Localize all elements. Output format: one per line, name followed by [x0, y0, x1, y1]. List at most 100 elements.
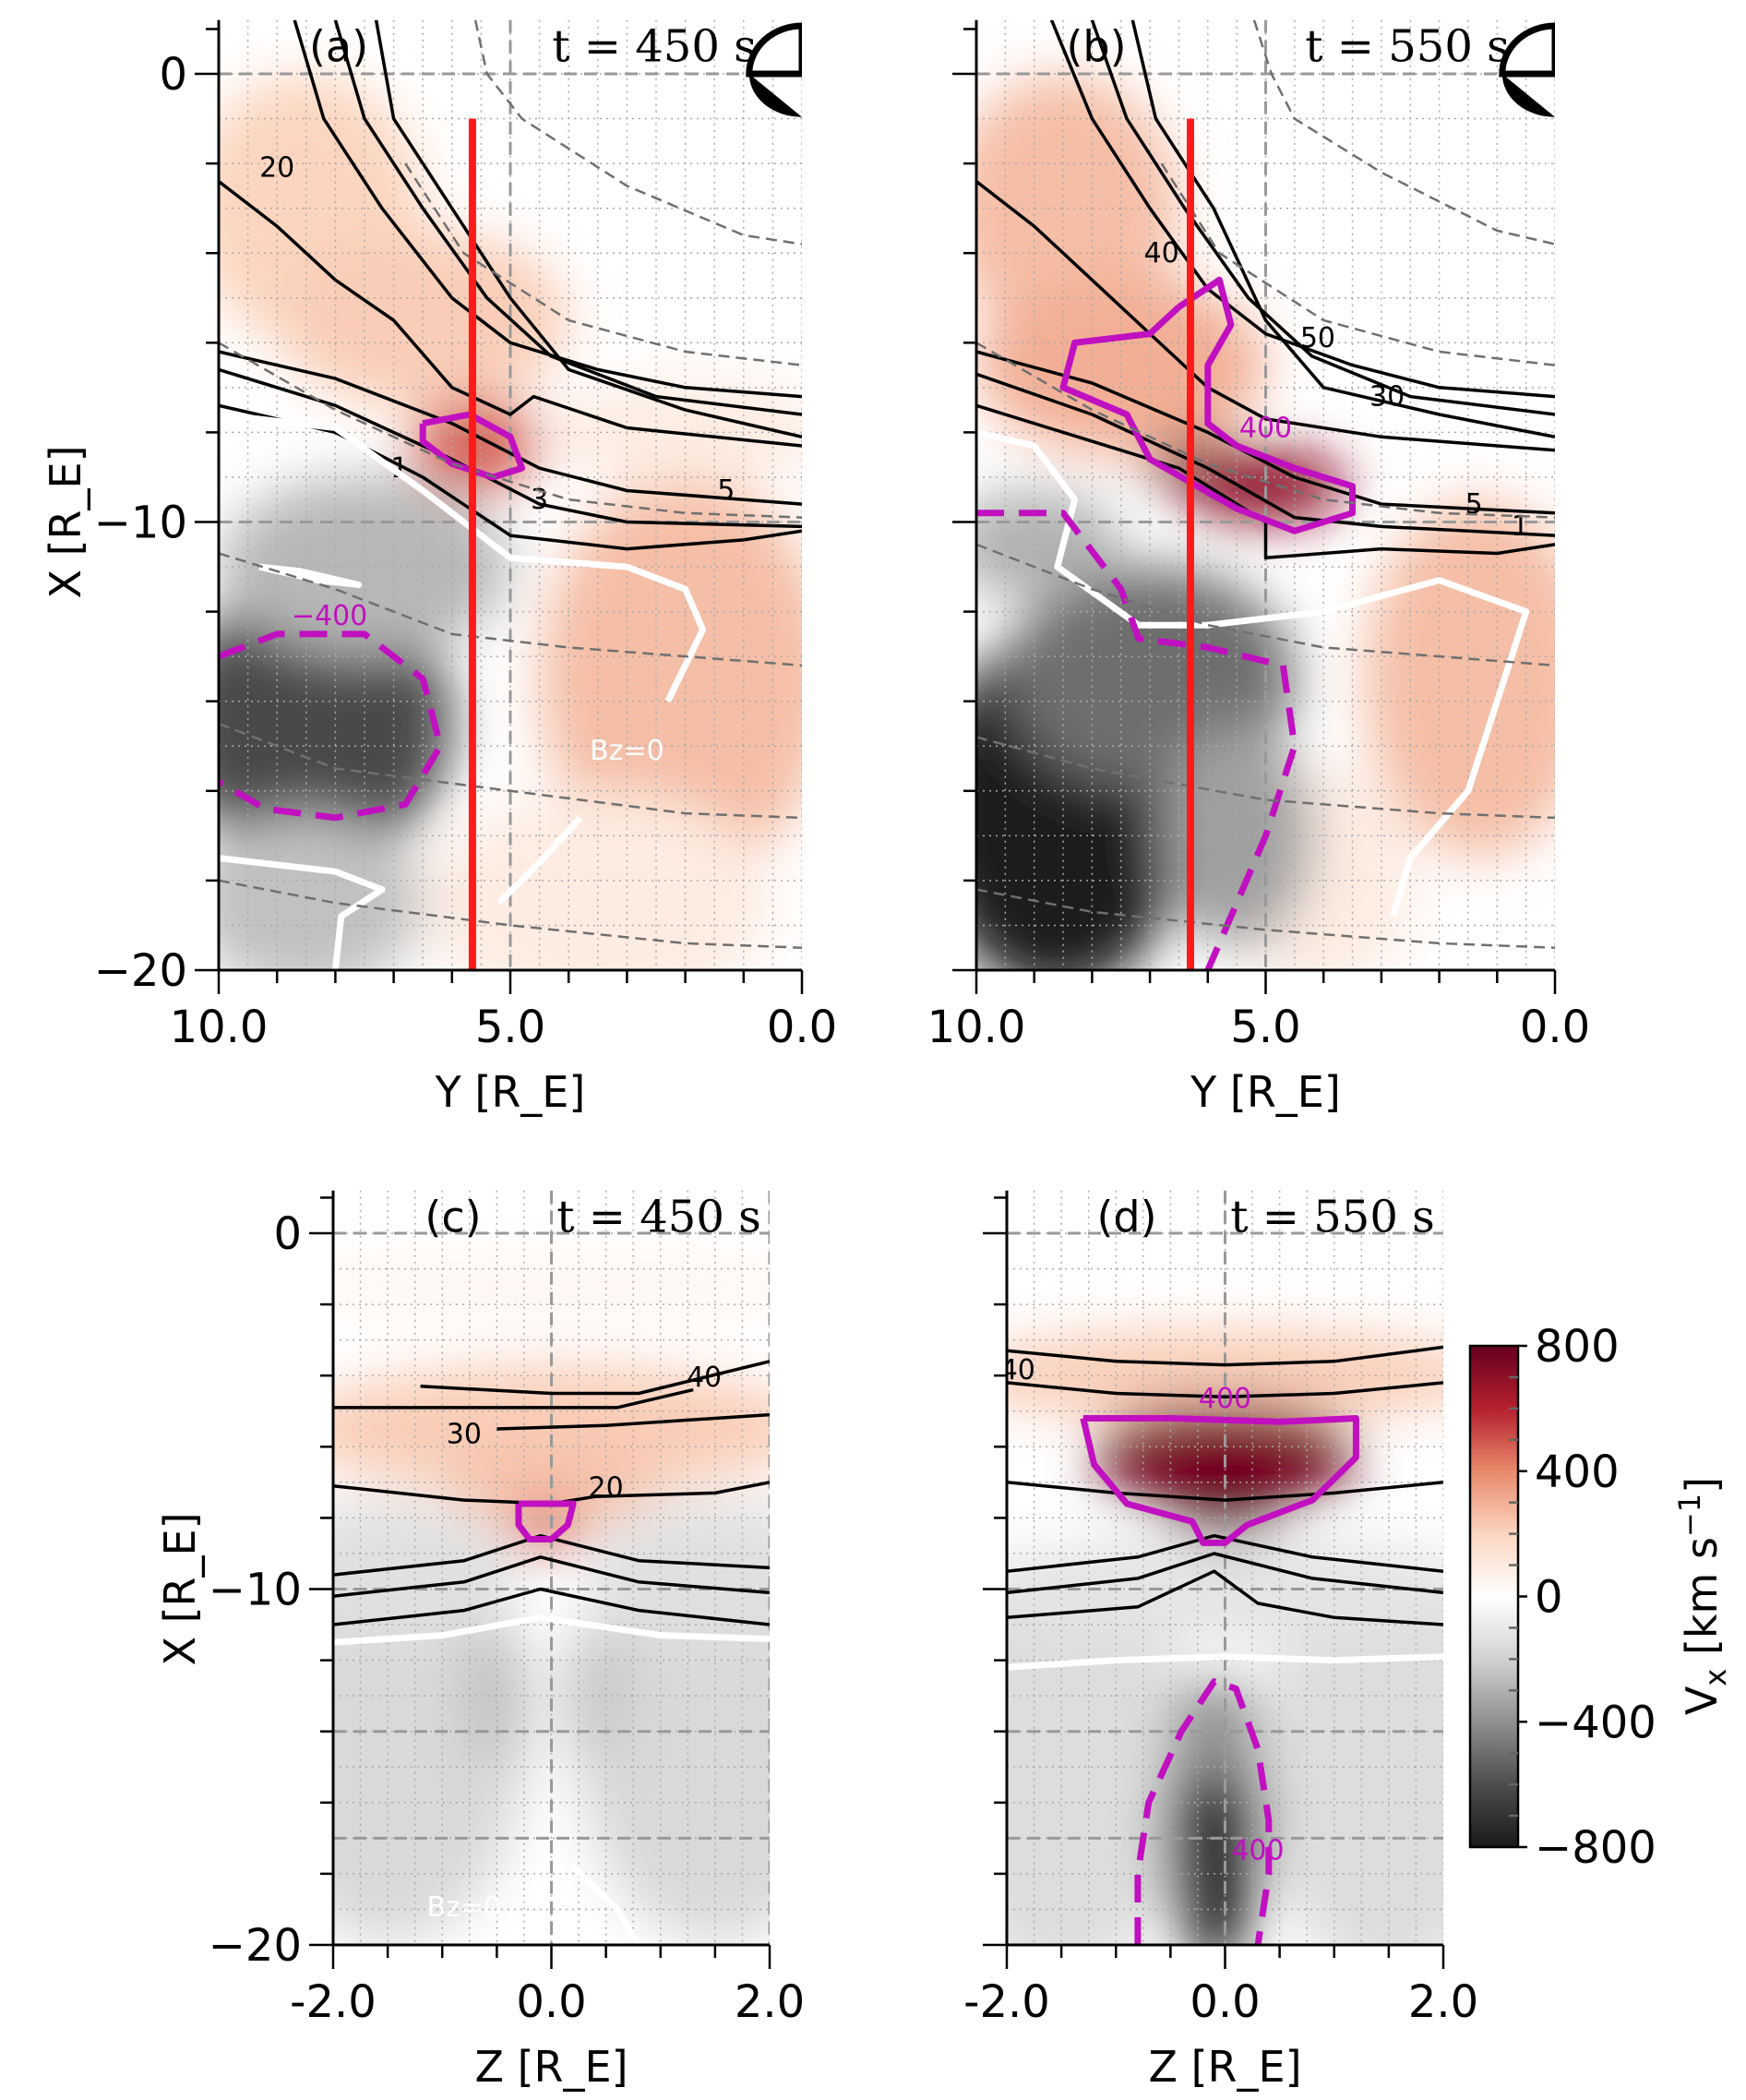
contour-label: Bz=0 — [427, 1891, 502, 1924]
heatmap-blob — [976, 74, 1179, 343]
contour-label: 400 — [1239, 412, 1292, 444]
time-label: t = 450 s — [556, 1192, 761, 1243]
contour-label: −400 — [292, 600, 367, 632]
contour-label: 400 — [1199, 1383, 1251, 1415]
field-contour — [374, 19, 802, 439]
field-contour — [333, 1555, 770, 1598]
field-contour — [976, 180, 1555, 452]
earth-dayside-icon — [1499, 22, 1555, 78]
field-contour — [1007, 1569, 1443, 1626]
bz0-contour — [219, 411, 707, 703]
colorbar-tick-label: −400 — [1535, 1697, 1656, 1748]
x-axis-label: Z [R_E] — [1148, 2042, 1301, 2092]
heatmap-blob — [1258, 1554, 1443, 1945]
field-contour — [293, 19, 802, 399]
panel-label: (c) — [425, 1193, 481, 1242]
field-contour — [333, 1387, 694, 1410]
contour-label: 5 — [717, 474, 735, 507]
x-tick-label: 10.0 — [170, 1002, 269, 1053]
contour-label: 30 — [447, 1418, 482, 1450]
x-tick-label: 0.0 — [516, 1976, 586, 2028]
x-tick-label: 0.0 — [1520, 1002, 1590, 1053]
bz0-contour — [219, 855, 386, 971]
y-tick-label: 0 — [159, 49, 187, 101]
grey-contour — [404, 162, 802, 366]
field-contour — [333, 19, 802, 416]
field-contour — [333, 1587, 770, 1626]
y-tick-label: −20 — [209, 1920, 302, 1972]
grey-contour — [219, 879, 802, 949]
x-tick-label: 5.0 — [1230, 1002, 1300, 1053]
contour-label: 20 — [589, 1471, 624, 1504]
contour-label: 1 — [1512, 510, 1529, 543]
field-contour — [976, 403, 1555, 560]
colorbar-tick-label: 400 — [1535, 1446, 1620, 1498]
contour-label: Bz=0 — [590, 735, 664, 767]
x-tick-label: 2.0 — [735, 1976, 805, 2028]
x-tick-label: 10.0 — [927, 1002, 1026, 1053]
bz0-contour — [976, 428, 1530, 918]
bz0-contour — [1007, 1653, 1443, 1671]
panel-c: 40 30 20 Bz=0 -2.0 0.0 2.0 0 −10 −20 Z [R_E] X [R_E… — [155, 1190, 805, 2092]
grey-contour — [219, 722, 802, 820]
plot-area: 50 30 40 51 400 — [976, 19, 1555, 971]
contour-label: 40 — [687, 1362, 722, 1394]
field-contour — [219, 403, 802, 551]
vx400-contour — [1059, 276, 1356, 534]
field-contour — [219, 180, 802, 448]
earth-nightside-icon — [748, 74, 802, 117]
vx400-contour — [515, 1500, 577, 1542]
field-contour — [1007, 1533, 1443, 1573]
panel-label: (d) — [1096, 1193, 1156, 1242]
contour-label: 3 — [531, 484, 548, 516]
colorbar-tick-label: 0 — [1535, 1572, 1563, 1624]
grey-contour — [976, 736, 1555, 820]
vx400-contour — [419, 411, 526, 481]
contour-label: 5 — [1465, 488, 1483, 521]
heatmap-blob — [976, 490, 1121, 599]
contour-label: 400 — [1231, 1834, 1284, 1866]
field-contour — [1090, 19, 1555, 416]
grey-contour — [976, 543, 1555, 667]
field-contour — [420, 1360, 770, 1396]
heatmap-blob — [219, 813, 424, 971]
vxm400-contour — [976, 510, 1298, 971]
time-label: t = 550 s — [1230, 1192, 1435, 1243]
grey-contour — [219, 342, 802, 519]
colorbar-gradient — [1468, 1344, 1520, 1849]
y-axis-label: X [R_E] — [155, 1512, 205, 1665]
grey-contour — [219, 552, 802, 667]
grey-contour — [473, 19, 802, 246]
time-label: t = 550 s — [1305, 21, 1510, 73]
colorbar-label-part: [km s — [1677, 1537, 1727, 1669]
x-tick-label: 5.0 — [475, 1002, 545, 1053]
y-tick-label: −20 — [94, 945, 187, 997]
y-axis-label: X [R_E] — [41, 445, 90, 598]
colorbar-label-part: ] — [1677, 1477, 1727, 1494]
x-tick-label: 0.0 — [1190, 1976, 1260, 2028]
vx400-contour — [1080, 1415, 1359, 1546]
y-tick-label: −10 — [209, 1565, 302, 1616]
field-contour — [1007, 1381, 1443, 1399]
plot-area: 40 400 400 — [1000, 1190, 1443, 1945]
contour-label: 40 — [1000, 1354, 1035, 1386]
field-contour — [976, 372, 1555, 537]
heatmap-blob — [584, 1500, 770, 1643]
bz0-contour — [258, 563, 363, 588]
panel-d: 40 400 400 -2.0 0.0 2.0 Z [R_E] (d) t = 550 s — [963, 1190, 1478, 2092]
x-tick-label: -2.0 — [290, 1976, 377, 2028]
bz0-contour — [570, 1864, 642, 1945]
earth-dayside-icon — [746, 22, 802, 78]
contour-label: 20 — [259, 152, 294, 185]
heatmap-blob — [539, 477, 802, 881]
contour-label: 40 — [1144, 237, 1179, 270]
field-contour — [1007, 1345, 1443, 1367]
vxm400-contour — [1134, 1678, 1273, 1945]
earth-nightside-icon — [1501, 74, 1555, 117]
field-contour — [496, 1412, 770, 1431]
field-contour — [1007, 1481, 1443, 1502]
x-axis-label: Y [R_E] — [1190, 1067, 1341, 1117]
field-contour — [1130, 19, 1555, 439]
